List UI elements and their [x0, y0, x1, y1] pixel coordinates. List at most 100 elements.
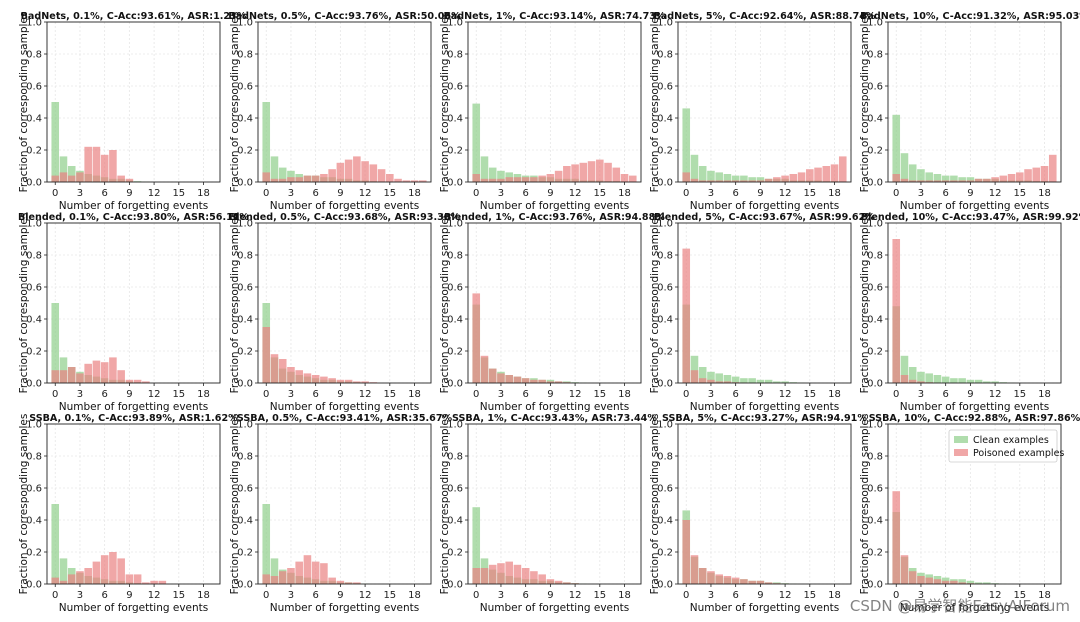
x-tick-label: 6	[522, 389, 528, 400]
bar-poisoned	[1040, 166, 1049, 182]
x-tick-label: 9	[126, 389, 132, 400]
plot-frame	[467, 222, 642, 384]
x-axis-label: Number of forgetting events	[270, 602, 420, 614]
bar-clean	[966, 177, 975, 182]
y-tick-label: 0.0	[447, 580, 463, 591]
y-tick-label: 0.6	[867, 283, 883, 294]
y-tick-label: 0.2	[447, 347, 463, 358]
x-tick-label: 0	[893, 590, 899, 601]
bar-poisoned	[917, 576, 925, 584]
bar-poisoned	[748, 580, 756, 584]
bar-poisoned	[158, 580, 167, 584]
bar-clean	[51, 102, 60, 182]
bar-clean	[933, 375, 942, 383]
bar-poisoned	[117, 370, 125, 383]
y-tick-label: 0.2	[237, 146, 253, 157]
y-tick-label: 0.0	[447, 379, 463, 390]
bar-poisoned	[472, 293, 481, 383]
y-tick-label: 0.6	[237, 484, 253, 495]
x-tick-label: 3	[288, 389, 294, 400]
bar-poisoned	[838, 156, 847, 182]
y-axis-label: Fraction of corresponding samples	[18, 213, 30, 394]
bar-poisoned	[336, 162, 345, 182]
plot-frame	[46, 423, 221, 585]
bar-poisoned	[538, 379, 546, 383]
y-tick-label: 1.0	[447, 18, 463, 29]
bar-poisoned	[328, 378, 336, 383]
x-tick-label: 6	[732, 389, 738, 400]
x-axis-label: Number of forgetting events	[690, 401, 840, 413]
bar-poisoned	[472, 174, 481, 182]
x-tick-label: 9	[337, 188, 343, 199]
bar-poisoned	[344, 159, 353, 182]
bar-clean	[958, 579, 966, 584]
x-axis-label: Number of forgetting events	[270, 200, 420, 212]
bar-poisoned	[505, 375, 513, 383]
bar-poisoned	[100, 362, 109, 383]
bar-clean	[707, 170, 715, 182]
bar-poisoned	[311, 375, 320, 383]
bar-poisoned	[480, 568, 489, 584]
chart-title: Blended, 1%, C-Acc:93.76%, ASR:94.88%	[444, 212, 665, 223]
bar-poisoned	[530, 379, 538, 383]
x-tick-label: 3	[708, 389, 714, 400]
bar-clean	[51, 504, 60, 584]
bar-poisoned	[538, 175, 546, 182]
bar-poisoned	[513, 376, 522, 383]
x-tick-label: 12	[779, 188, 792, 199]
x-tick-label: 9	[967, 389, 973, 400]
bar-poisoned	[554, 381, 563, 383]
bar-poisoned	[150, 580, 158, 584]
bar-clean	[756, 379, 765, 383]
y-tick-label: 0.2	[237, 548, 253, 559]
bar-poisoned	[756, 180, 765, 182]
y-tick-label: 0.8	[447, 251, 463, 262]
y-axis-label: Fraction of corresponding samples	[439, 12, 451, 193]
chart-title: SSBA, 0.1%, C-Acc:93.89%, ASR:1.62%	[29, 413, 238, 424]
x-tick-label: 0	[893, 389, 899, 400]
x-tick-label: 15	[803, 389, 816, 400]
bar-clean	[966, 580, 975, 584]
bar-poisoned	[731, 180, 740, 182]
y-tick-label: 0.0	[237, 580, 253, 591]
bar-poisoned	[353, 381, 361, 383]
bar-poisoned	[513, 177, 522, 182]
x-tick-label: 15	[383, 389, 396, 400]
bar-clean	[270, 156, 279, 182]
bar-clean	[781, 381, 789, 383]
x-tick-label: 12	[148, 590, 161, 601]
x-tick-label: 0	[893, 188, 899, 199]
y-tick-label: 0.8	[447, 452, 463, 463]
plot-frame	[887, 423, 1062, 585]
x-tick-label: 12	[359, 188, 372, 199]
x-tick-label: 0	[263, 188, 269, 199]
bar-poisoned	[92, 146, 101, 182]
y-tick-label: 0.2	[657, 548, 673, 559]
x-tick-label: 6	[312, 590, 318, 601]
bar-poisoned	[546, 381, 555, 383]
bar-clean	[723, 174, 732, 182]
bar-clean	[278, 167, 287, 182]
bar-poisoned	[900, 555, 909, 584]
x-axis-label: Number of forgetting events	[59, 401, 209, 413]
bar-clean	[983, 582, 991, 584]
bar-clean	[748, 378, 756, 383]
bar-poisoned	[51, 175, 60, 182]
bar-clean	[480, 156, 489, 182]
bar-poisoned	[295, 370, 303, 383]
bar-poisoned	[287, 177, 295, 182]
bar-poisoned	[100, 154, 109, 182]
bar-clean	[991, 381, 999, 383]
bar-clean	[59, 558, 68, 584]
bar-poisoned	[748, 180, 756, 182]
y-tick-label: 0.6	[26, 484, 42, 495]
bar-poisoned	[59, 172, 68, 182]
bar-poisoned	[892, 239, 901, 383]
y-tick-label: 0.8	[657, 452, 673, 463]
x-tick-label: 15	[172, 188, 185, 199]
bar-poisoned	[707, 571, 715, 584]
y-tick-label: 1.0	[657, 420, 673, 431]
chart-title: BadNets, 1%, C-Acc:93.14%, ASR:74.73%	[443, 11, 665, 22]
bar-poisoned	[262, 172, 271, 182]
